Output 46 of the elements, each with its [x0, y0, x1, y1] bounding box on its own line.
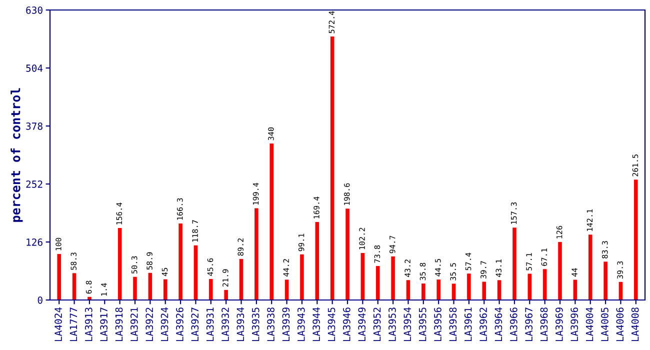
- x-tick-label: LA3967: [525, 308, 532, 342]
- x-tick-label: LA3918: [115, 308, 123, 342]
- x-tick-label: LA3939: [282, 308, 290, 342]
- x-tick-label: LA3969: [555, 308, 563, 342]
- x-tick-label: LA3966: [510, 308, 518, 342]
- y-tick-label: 126: [26, 238, 42, 246]
- x-tick-label: LA3952: [373, 308, 381, 342]
- x-tick-label: LA3921: [130, 308, 138, 342]
- x-tick-label: LA3954: [404, 307, 412, 342]
- y-axis-title: percent of control: [10, 88, 23, 222]
- x-tick-label: LA3962: [480, 308, 487, 342]
- x-tick-label: LA3924: [160, 307, 168, 342]
- x-tick-label: LA1777: [70, 308, 77, 342]
- x-tick-label: LA3935: [252, 308, 260, 342]
- y-tick-label: 378: [26, 122, 42, 130]
- x-tick-label: LA3926: [176, 308, 184, 342]
- x-tick-label: LA4005: [601, 308, 608, 342]
- x-tick-label: LA3932: [222, 308, 229, 342]
- x-tick-label: LA3996: [570, 308, 578, 342]
- x-tick-label: LA4004: [586, 307, 594, 342]
- y-tick-label: 0: [38, 296, 42, 304]
- x-tick-label: LA3922: [146, 308, 154, 342]
- x-tick-label: LA3917: [100, 308, 108, 342]
- x-tick-label: LA3968: [540, 308, 548, 342]
- x-tick-label: LA3958: [449, 308, 457, 342]
- x-tick-label: LA3931: [206, 308, 214, 342]
- x-tick-label: LA3964: [494, 307, 502, 342]
- x-tick-label: LA4008: [631, 308, 639, 342]
- y-tick-label: 630: [26, 6, 42, 14]
- x-tick-label: LA3946: [342, 308, 350, 342]
- x-tick-label: LA3953: [388, 308, 396, 342]
- x-tick-label: LA3961: [464, 308, 472, 342]
- x-tick-label: LA3949: [358, 308, 366, 342]
- x-tick-label: LA3927: [191, 308, 199, 342]
- x-tick-label: LA3944: [312, 307, 320, 342]
- x-tick-label: LA3955: [418, 308, 426, 342]
- y-tick-label: 252: [26, 180, 42, 188]
- x-tick-label: LA3943: [297, 308, 305, 342]
- x-tick-label: LA4024: [54, 307, 62, 342]
- x-tick-label: LA3934: [236, 307, 244, 342]
- x-tick-label: LA4006: [616, 308, 624, 342]
- x-tick-label: LA3938: [267, 308, 274, 342]
- x-tick-label: LA3945: [328, 308, 336, 342]
- x-tick-label: LA3956: [434, 308, 442, 342]
- x-tick-label: LA3913: [84, 308, 92, 342]
- y-tick-label: 504: [26, 64, 43, 72]
